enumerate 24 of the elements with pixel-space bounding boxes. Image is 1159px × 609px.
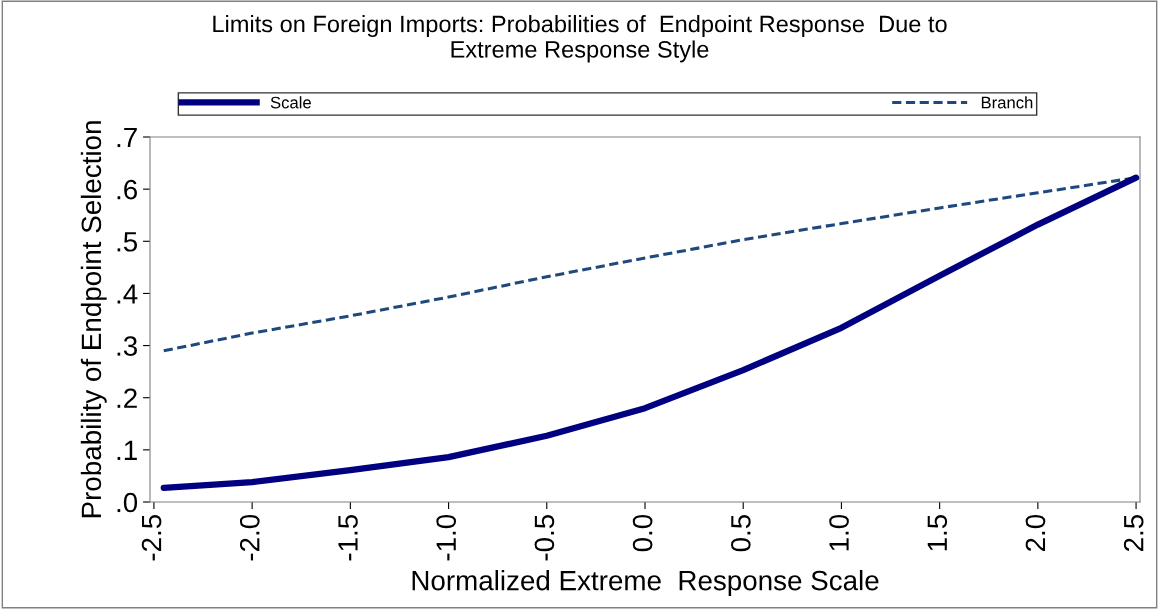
y-tick-label: .6 <box>117 179 137 200</box>
x-tick-label: 2.0 <box>1025 514 1046 552</box>
legend-label: Branch <box>981 96 1033 109</box>
x-tick-label: -2.5 <box>141 514 162 561</box>
x-tick-label: -1.5 <box>338 514 358 561</box>
x-axis-title: Normalized Extreme Response Scale <box>412 570 879 596</box>
y-tick-label: .3 <box>117 336 137 356</box>
x-tick-label: 0.0 <box>632 514 653 552</box>
y-axis-title: Probability of Endpoint Selection <box>80 121 107 518</box>
y-tick-label: .4 <box>117 284 138 304</box>
x-tick-label: 1.0 <box>829 514 849 551</box>
x-tick-label: -1.0 <box>436 514 457 561</box>
y-tick-label: .5 <box>117 232 138 252</box>
x-tick-label: -0.5 <box>534 514 555 561</box>
x-tick-label: 0.5 <box>731 514 751 552</box>
legend-label: Scale <box>270 96 311 109</box>
y-tick-label: .1 <box>117 440 137 460</box>
y-tick-label: .0 <box>117 492 138 513</box>
chart-title: Limits on Foreign Imports: Probabilities of Endpoint Response Due to Extreme Response Style <box>213 15 947 63</box>
y-tick-label: .7 <box>117 127 137 148</box>
x-tick-label: -2.0 <box>239 514 260 561</box>
x-tick-label: 2.5 <box>1123 514 1144 552</box>
y-tick-label: .2 <box>117 388 137 408</box>
x-tick-label: 1.5 <box>927 514 948 551</box>
